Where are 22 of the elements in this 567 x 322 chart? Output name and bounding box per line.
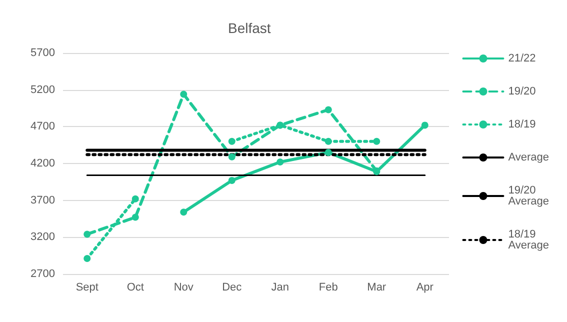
y-tick-label: 4200 <box>30 158 55 170</box>
legend-label: 18/19 Average <box>508 228 550 252</box>
legend-label: 21/22 <box>508 52 536 64</box>
y-tick-label: 5700 <box>30 47 55 59</box>
x-tick-label: Feb <box>318 282 338 294</box>
chart-title: Belfast <box>228 20 271 36</box>
y-tick-label: 3200 <box>30 231 55 244</box>
legend-label: 19/20 <box>508 86 536 98</box>
y-tick-label: 3700 <box>30 194 55 206</box>
x-tick-label: Mar <box>367 282 386 294</box>
x-tick-label: Jan <box>271 282 289 294</box>
x-tick-label: Nov <box>174 282 194 294</box>
x-tick-label: Apr <box>416 282 434 294</box>
x-tick-label: Dec <box>222 282 242 294</box>
y-tick-label: 4700 <box>30 120 55 133</box>
x-tick-label: Sept <box>76 282 98 294</box>
legend-label: Average <box>508 152 550 164</box>
x-tick-label: Oct <box>126 282 144 294</box>
y-tick-label: 2700 <box>30 268 55 280</box>
legend-label: 18/19 <box>508 118 536 130</box>
legend-label: 19/20 Average <box>508 184 550 208</box>
y-tick-label: 5200 <box>30 84 55 96</box>
